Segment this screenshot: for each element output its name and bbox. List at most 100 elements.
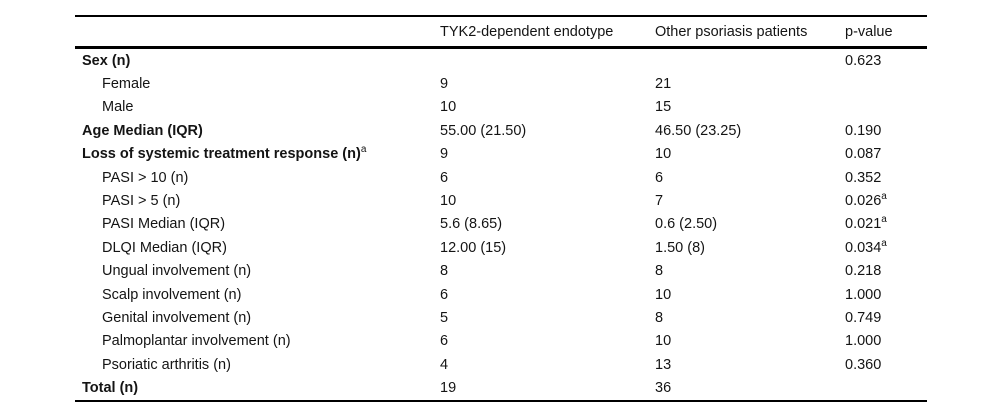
row-label-cell: Genital involvement (n) bbox=[75, 306, 440, 329]
row-label: Ungual involvement (n) bbox=[102, 263, 252, 280]
cell-endotype: 19 bbox=[440, 380, 457, 397]
table-header: TYK2-dependent endotype Other psoriasis … bbox=[75, 16, 927, 49]
cell-endotype: 4 bbox=[440, 356, 449, 373]
header-row: TYK2-dependent endotype Other psoriasis … bbox=[75, 16, 927, 49]
cell-endotype: 8 bbox=[440, 263, 449, 280]
cell-pvalue-text: 0.190 bbox=[845, 122, 882, 139]
cell-pvalue-text: 0.087 bbox=[845, 146, 882, 163]
row-label-cell: PASI > 10 (n) bbox=[75, 166, 440, 189]
cell-pvalue-text: 1.000 bbox=[845, 333, 882, 350]
cell-other: 10 bbox=[655, 333, 672, 350]
cell-endotype: 5 bbox=[440, 309, 449, 326]
table-row: Psoriatic arthritis (n) 4 13 0.360 bbox=[75, 353, 927, 376]
row-label-cell: Palmoplantar involvement (n) bbox=[75, 330, 440, 353]
row-label: Female bbox=[102, 76, 151, 93]
cell-other: 21 bbox=[655, 76, 672, 93]
cell-endotype bbox=[440, 48, 655, 73]
cell-other: 46.50 (23.25) bbox=[655, 122, 742, 139]
row-label: DLQI Median (IQR) bbox=[102, 239, 227, 256]
row-label-cell: Age Median (IQR) bbox=[75, 119, 440, 142]
row-label-cell: Male bbox=[75, 96, 440, 119]
cell-pvalue: 0.352 bbox=[845, 166, 927, 189]
cell-pvalue-sup: a bbox=[881, 214, 887, 226]
row-label: PASI > 5 (n) bbox=[102, 193, 181, 210]
table-row: Female 9 21 bbox=[75, 72, 927, 95]
cell-pvalue-text: 0.623 bbox=[845, 52, 882, 69]
row-label-cell: Sex (n) bbox=[75, 48, 440, 73]
row-label-cell: Ungual involvement (n) bbox=[75, 260, 440, 283]
row-label-cell: Psoriatic arthritis (n) bbox=[75, 353, 440, 376]
cell-other: 13 bbox=[655, 356, 672, 373]
cell-pvalue: 1.000 bbox=[845, 330, 927, 353]
cell-endotype: 6 bbox=[440, 286, 449, 303]
cell-pvalue-text: 0.218 bbox=[845, 263, 882, 280]
cell-other bbox=[655, 48, 845, 73]
table-row: Sex (n) 0.623 bbox=[75, 48, 927, 73]
row-label: Genital involvement (n) bbox=[102, 309, 252, 326]
table-row: Palmoplantar involvement (n) 6 10 1.000 bbox=[75, 330, 927, 353]
cell-pvalue: 0.360 bbox=[845, 353, 927, 376]
cell-other: 1.50 (8) bbox=[655, 239, 705, 256]
row-label: Scalp involvement (n) bbox=[102, 286, 242, 303]
row-label: Loss of systemic treatment response (n) bbox=[82, 146, 361, 163]
cell-other: 10 bbox=[655, 286, 672, 303]
table-row: Genital involvement (n) 5 8 0.749 bbox=[75, 306, 927, 329]
row-label: Total (n) bbox=[82, 380, 139, 397]
cell-pvalue bbox=[845, 376, 927, 400]
cell-pvalue-text: 0.360 bbox=[845, 356, 882, 373]
cell-pvalue-text: 0.352 bbox=[845, 169, 882, 186]
row-label: PASI > 10 (n) bbox=[102, 169, 189, 186]
row-label-cell: PASI Median (IQR) bbox=[75, 213, 440, 236]
clinical-characteristics-table: TYK2-dependent endotype Other psoriasis … bbox=[75, 15, 927, 402]
cell-endotype: 9 bbox=[440, 146, 449, 163]
row-label-cell: Female bbox=[75, 72, 440, 95]
cell-pvalue: 0.021a bbox=[845, 213, 927, 236]
cell-pvalue: 0.749 bbox=[845, 306, 927, 329]
cell-pvalue: 0.218 bbox=[845, 260, 927, 283]
cell-other: 8 bbox=[655, 263, 664, 280]
cell-endotype: 6 bbox=[440, 169, 449, 186]
cell-endotype: 6 bbox=[440, 333, 449, 350]
row-label-cell: Total (n) bbox=[75, 376, 440, 400]
row-label: Male bbox=[102, 99, 134, 116]
cell-endotype: 55.00 (21.50) bbox=[440, 122, 527, 139]
table-row: Loss of systemic treatment response (n)a… bbox=[75, 143, 927, 166]
cell-pvalue: 0.026a bbox=[845, 189, 927, 212]
row-label-cell: DLQI Median (IQR) bbox=[75, 236, 440, 259]
row-label-cell: PASI > 5 (n) bbox=[75, 189, 440, 212]
header-cell-other: Other psoriasis patients bbox=[655, 16, 845, 49]
table-body: Sex (n) 0.623 Female 9 21 Male 10 15 Age… bbox=[75, 48, 927, 401]
row-label-cell: Scalp involvement (n) bbox=[75, 283, 440, 306]
cell-pvalue-text: 0.021 bbox=[845, 216, 882, 233]
cell-endotype: 10 bbox=[440, 193, 457, 210]
header-cell-pvalue: p-value bbox=[845, 16, 927, 49]
cell-pvalue-text: 0.749 bbox=[845, 309, 882, 326]
row-label: PASI Median (IQR) bbox=[102, 216, 226, 233]
cell-other: 7 bbox=[655, 193, 664, 210]
row-label: Sex (n) bbox=[82, 52, 131, 69]
cell-pvalue: 0.623 bbox=[845, 48, 927, 73]
cell-pvalue-sup: a bbox=[881, 191, 887, 203]
cell-pvalue: 1.000 bbox=[845, 283, 927, 306]
row-label-cell: Loss of systemic treatment response (n)a bbox=[75, 143, 440, 166]
cell-pvalue bbox=[845, 72, 927, 95]
row-label: Palmoplantar involvement (n) bbox=[102, 333, 291, 350]
cell-endotype: 10 bbox=[440, 99, 457, 116]
cell-other: 8 bbox=[655, 309, 664, 326]
cell-other: 36 bbox=[655, 380, 672, 397]
table-row: PASI > 5 (n) 10 7 0.026a bbox=[75, 189, 927, 212]
table-row: DLQI Median (IQR) 12.00 (15) 1.50 (8) 0.… bbox=[75, 236, 927, 259]
table-row: Ungual involvement (n) 8 8 0.218 bbox=[75, 260, 927, 283]
cell-pvalue bbox=[845, 96, 927, 119]
table-row: PASI > 10 (n) 6 6 0.352 bbox=[75, 166, 927, 189]
cell-other: 15 bbox=[655, 99, 672, 116]
table-row: Scalp involvement (n) 6 10 1.000 bbox=[75, 283, 927, 306]
cell-pvalue-text: 0.026 bbox=[845, 193, 882, 210]
row-label-sup: a bbox=[360, 144, 367, 156]
table-row: Total (n) 19 36 bbox=[75, 376, 927, 400]
cell-other: 0.6 (2.50) bbox=[655, 216, 718, 233]
cell-pvalue: 0.190 bbox=[845, 119, 927, 142]
cell-pvalue-sup: a bbox=[881, 237, 887, 249]
table-row: PASI Median (IQR) 5.6 (8.65) 0.6 (2.50) … bbox=[75, 213, 927, 236]
row-label: Age Median (IQR) bbox=[82, 122, 203, 139]
